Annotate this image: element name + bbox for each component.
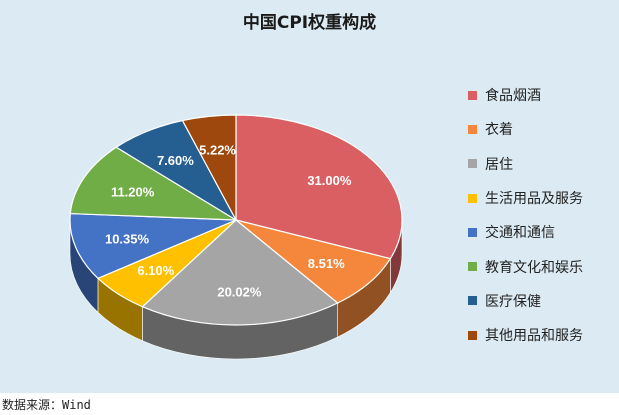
pie-slice-5 — [69, 146, 239, 221]
legend-item-0: 食品烟酒 — [468, 78, 618, 112]
pie-value-labels: 31.00% 8.51% 20.02% 6.10% 10.35% 11.20% 7.60% 5… — [105, 143, 352, 300]
legend-swatch — [468, 90, 477, 100]
slice-value-label-0: 31.00% — [307, 173, 352, 188]
slice-value-label-2: 20.02% — [217, 284, 262, 299]
pie-slices — [69, 114, 403, 326]
source-note: 数据来源：Wind — [2, 398, 91, 412]
legend-item-4: 交通和通信 — [468, 215, 618, 249]
pie-chart: 31.00% 8.51% 20.02% 6.10% 10.35% 11.20% 7.60% 5… — [69, 114, 403, 360]
legend-label: 居住 — [485, 156, 513, 173]
pie-sides — [69, 219, 403, 360]
chart-legend: 食品烟酒衣着居住生活用品及服务 交通和通信教育文化和娱乐 医疗保健其他用品和服务 — [468, 78, 618, 352]
legend-swatch — [468, 262, 477, 272]
slice-value-label-6: 7.60% — [157, 153, 194, 168]
legend-swatch — [468, 124, 477, 134]
slice-value-label-7: 5.22% — [199, 143, 236, 158]
pie-slice-2 — [141, 219, 339, 326]
legend-item-3: 生活用品及服务 — [468, 181, 618, 215]
pie-slice-4 — [69, 212, 237, 280]
pie-slice-0 — [235, 114, 403, 260]
legend-item-2: 居住 — [468, 147, 618, 181]
slice-value-label-1: 8.51% — [308, 256, 345, 271]
pie-slice-7 — [181, 114, 237, 221]
legend-label: 医疗保健 — [485, 293, 541, 310]
slice-value-label-3: 6.10% — [137, 263, 174, 278]
legend-item-1: 衣着 — [468, 112, 618, 146]
legend-swatch — [468, 330, 477, 340]
chart-title: 中国CPI权重构成 — [242, 13, 377, 33]
legend-swatch — [468, 193, 477, 203]
legend-swatch — [468, 296, 477, 306]
legend-swatch — [468, 227, 477, 237]
legend-item-5: 教育文化和娱乐 — [468, 249, 618, 283]
legend-item-7: 其他用品和服务 — [468, 318, 618, 352]
legend-item-6: 医疗保健 — [468, 284, 618, 318]
pie-slice-1 — [235, 219, 392, 304]
slice-value-label-4: 10.35% — [105, 232, 150, 247]
legend-label: 食品烟酒 — [485, 88, 541, 105]
legend-label: 教育文化和娱乐 — [485, 259, 583, 276]
slice-value-label-5: 11.20% — [111, 184, 155, 199]
legend-label: 交通和通信 — [485, 225, 555, 242]
legend-label: 生活用品及服务 — [485, 191, 583, 208]
legend-swatch — [468, 159, 477, 169]
legend-label: 衣着 — [485, 122, 513, 139]
legend-label: 其他用品和服务 — [485, 328, 583, 345]
